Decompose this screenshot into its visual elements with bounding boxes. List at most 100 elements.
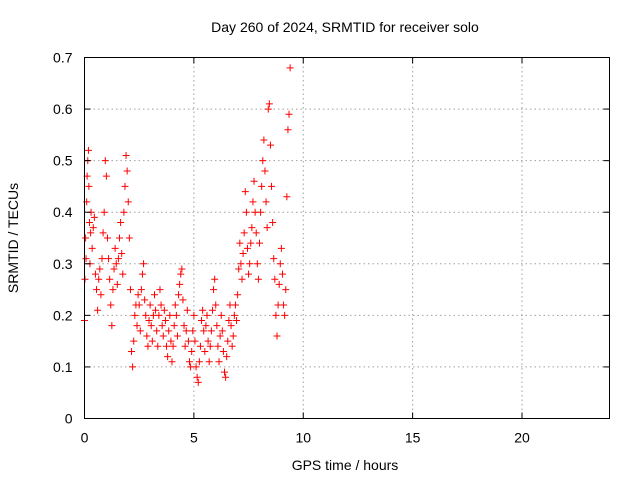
data-point — [111, 244, 119, 252]
data-point — [284, 126, 292, 134]
plot-frame — [84, 57, 610, 419]
x-tick-label: 10 — [295, 430, 311, 446]
data-point — [176, 280, 184, 288]
data-point — [250, 177, 258, 185]
x-axis-label: GPS time / hours — [292, 457, 399, 473]
data-point — [216, 332, 224, 340]
data-point — [241, 188, 249, 196]
data-point — [190, 311, 198, 319]
data-point — [275, 280, 283, 288]
data-point — [97, 291, 105, 299]
data-point — [230, 311, 238, 319]
data-point — [203, 311, 211, 319]
data-point — [222, 373, 230, 381]
data-point — [119, 270, 127, 278]
data-point — [100, 208, 108, 216]
y-tick-labels: 0 0.1 0.2 0.3 0.4 0.5 0.6 0.7 — [53, 50, 73, 427]
data-point — [224, 337, 232, 345]
data-point — [99, 229, 107, 237]
chart-title: Day 260 of 2024, SRMTID for receiver sol… — [211, 19, 479, 35]
data-point — [210, 286, 218, 294]
data-point — [278, 270, 286, 278]
data-point — [137, 286, 145, 294]
data-point — [205, 358, 213, 366]
data-point — [257, 208, 265, 216]
data-point — [106, 275, 114, 283]
data-point — [126, 286, 134, 294]
data-point — [238, 275, 246, 283]
data-point — [206, 342, 214, 350]
data-point — [236, 239, 244, 247]
data-point — [221, 368, 228, 376]
data-point — [214, 342, 222, 350]
data-point — [136, 327, 144, 335]
data-point — [180, 322, 188, 330]
data-point — [261, 167, 269, 175]
data-point — [273, 332, 281, 340]
data-point — [103, 234, 111, 242]
data-point — [112, 260, 120, 268]
data-point — [259, 157, 267, 165]
data-point — [183, 306, 191, 314]
data-point — [196, 342, 204, 350]
data-point — [219, 347, 227, 355]
data-point — [173, 332, 181, 340]
data-point — [94, 306, 102, 314]
data-point — [107, 301, 115, 309]
data-point — [239, 249, 247, 257]
data-point — [256, 239, 263, 247]
data-point — [258, 182, 266, 190]
data-point — [177, 270, 185, 278]
data-point — [262, 198, 270, 206]
x-tick-label: 5 — [190, 430, 198, 446]
data-point — [160, 306, 168, 314]
data-point — [156, 286, 164, 294]
data-point — [178, 265, 186, 273]
data-point — [108, 322, 116, 330]
data-point — [201, 347, 209, 355]
data-point — [130, 337, 138, 345]
data-point — [157, 301, 165, 309]
data-point — [142, 311, 150, 319]
data-point — [213, 322, 221, 330]
data-point — [96, 265, 104, 273]
data-point — [161, 317, 169, 325]
data-point — [102, 172, 110, 180]
data-point — [286, 64, 294, 72]
data-point — [246, 260, 254, 268]
data-point — [88, 244, 96, 252]
data-point — [199, 306, 207, 314]
y-tick-label: 0.3 — [53, 256, 73, 272]
y-tick-label: 0.2 — [53, 307, 73, 323]
data-point — [153, 327, 161, 335]
data-point — [101, 157, 109, 165]
data-point — [145, 317, 153, 325]
data-point — [271, 275, 279, 283]
data-point — [116, 234, 123, 242]
grid-lines — [84, 57, 610, 419]
data-point — [131, 311, 139, 319]
data-point — [98, 255, 106, 263]
x-tick-label: 0 — [81, 430, 89, 446]
data-point — [144, 342, 152, 350]
data-point — [172, 311, 180, 319]
data-point — [122, 151, 130, 159]
data-point — [268, 182, 276, 190]
data-point — [90, 213, 98, 221]
x-tick-label: 15 — [405, 430, 421, 446]
data-point — [133, 322, 141, 330]
data-point — [140, 260, 148, 268]
data-point — [243, 244, 251, 252]
data-point — [89, 224, 97, 232]
data-point — [280, 301, 288, 309]
y-axis-label: SRMTID / TECUs — [5, 183, 21, 293]
data-point — [120, 208, 128, 216]
data-point — [252, 229, 260, 237]
data-point — [148, 337, 156, 345]
data-point — [217, 311, 225, 319]
data-point — [175, 291, 183, 299]
data-point — [249, 198, 257, 206]
data-point — [223, 353, 231, 361]
data-point — [225, 317, 233, 325]
data-point — [231, 301, 239, 309]
